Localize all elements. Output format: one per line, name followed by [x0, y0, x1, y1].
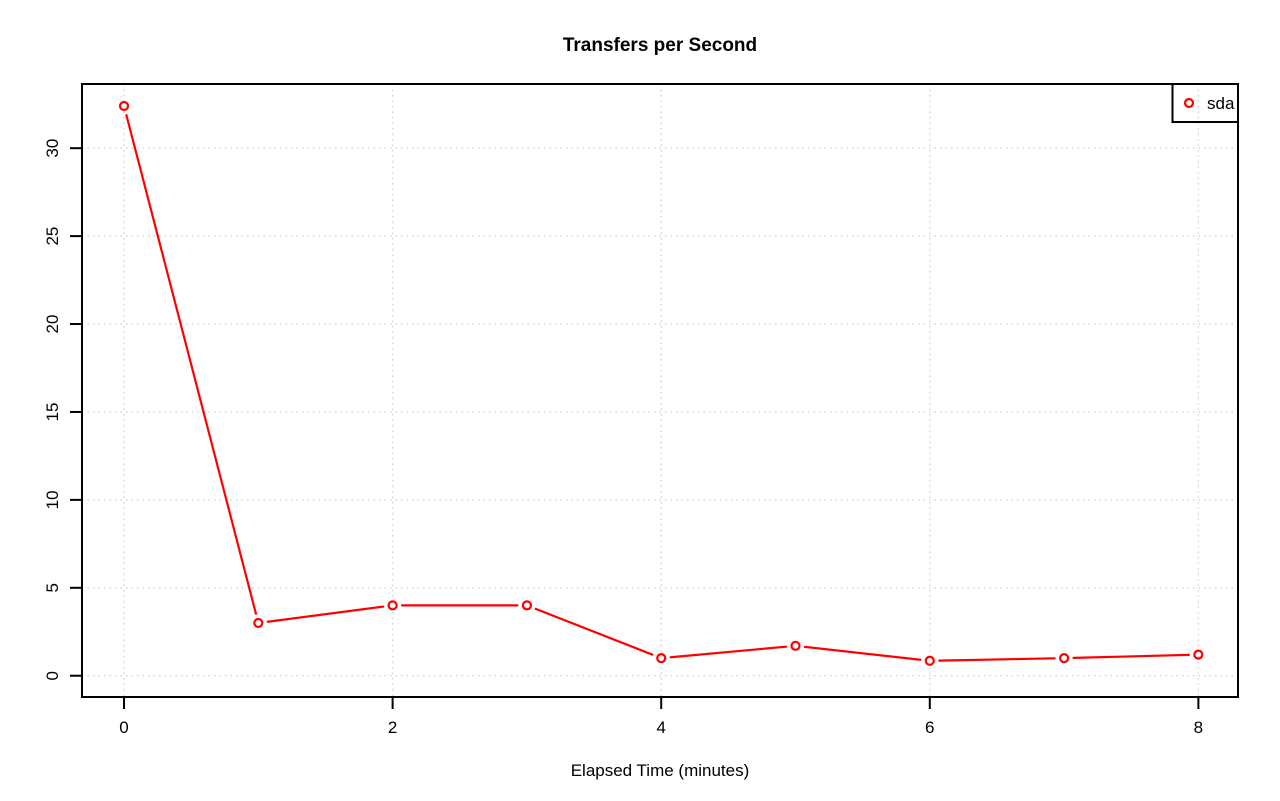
x-axis-label: Elapsed Time (minutes)	[571, 761, 750, 780]
data-point-marker	[118, 100, 130, 112]
x-tick-label: 6	[925, 718, 934, 737]
y-tick-label: 25	[43, 227, 62, 246]
y-tick-label: 15	[43, 402, 62, 421]
data-point-marker	[253, 617, 264, 629]
y-tick-label: 20	[43, 315, 62, 334]
x-tick-label: 4	[656, 718, 665, 737]
axes-layer: 0 2 4 6 8 0 5 10 15 20 25 30	[43, 139, 1203, 737]
y-tick-label: 10	[43, 490, 62, 509]
legend-marker-icon	[1183, 97, 1195, 109]
chart-title: Transfers per Second	[563, 35, 757, 56]
grid-layer	[82, 84, 1238, 697]
legend: sda	[1171, 83, 1239, 123]
data-point-marker	[924, 655, 935, 666]
series-line-segment	[669, 645, 788, 659]
data-point-marker	[790, 640, 801, 651]
x-tick-label: 0	[119, 718, 128, 737]
series-layer	[118, 100, 1204, 666]
x-tick-label: 2	[388, 718, 397, 737]
data-point-marker	[521, 600, 533, 611]
legend-box	[1171, 83, 1239, 123]
series-line-segment	[125, 114, 258, 615]
legend-label: sda	[1207, 94, 1235, 113]
series-line-segment	[266, 605, 385, 623]
data-point-marker	[1193, 649, 1204, 660]
y-tick-label: 5	[43, 583, 62, 592]
y-tick-label: 0	[43, 671, 62, 680]
data-point-marker	[656, 653, 667, 664]
data-point-marker	[387, 600, 398, 611]
series-line-segment	[803, 645, 922, 661]
series-line-segment	[938, 657, 1056, 662]
data-point-marker	[1058, 653, 1070, 664]
series-line-segment	[534, 607, 654, 656]
plot-area-border	[81, 83, 1239, 698]
series-line-segment	[1072, 653, 1190, 659]
y-tick-label: 30	[43, 139, 62, 158]
x-tick-label: 8	[1194, 718, 1203, 737]
